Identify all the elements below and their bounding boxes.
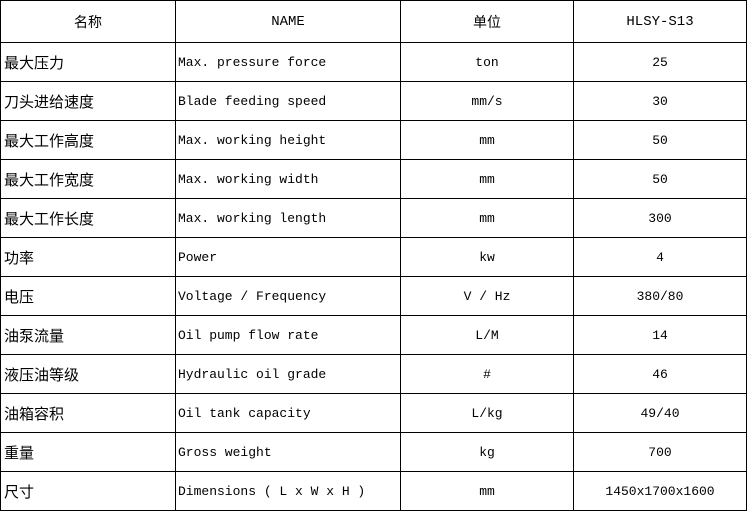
cell-unit: kg xyxy=(400,432,574,472)
cell-name-cn: 刀头进给速度 xyxy=(0,81,176,121)
header-model: HLSY-S13 xyxy=(573,0,747,43)
cell-name-en: Power xyxy=(175,237,401,277)
table-row: 尺寸 Dimensions ( L x W x H ) mm 1450x1700x16… xyxy=(0,471,747,511)
cell-name-cn: 功率 xyxy=(0,237,176,277)
cell-unit: L/kg xyxy=(400,393,574,433)
cell-name-en: Voltage / Frequency xyxy=(175,276,401,316)
cell-value: 300 xyxy=(573,198,747,238)
table-row: 最大压力 Max. pressure force ton 25 xyxy=(0,42,747,82)
cell-value: 50 xyxy=(573,120,747,160)
cell-name-en: Oil pump flow rate xyxy=(175,315,401,355)
table-row: 最大工作宽度 Max. working width mm 50 xyxy=(0,159,747,199)
cell-name-en: Max. working width xyxy=(175,159,401,199)
cell-value: 49/40 xyxy=(573,393,747,433)
table-row: 功率 Power kw 4 xyxy=(0,237,747,277)
cell-value: 30 xyxy=(573,81,747,121)
cell-unit: L/M xyxy=(400,315,574,355)
cell-name-cn: 油箱容积 xyxy=(0,393,176,433)
cell-value: 700 xyxy=(573,432,747,472)
table-row: 油箱容积 Oil tank capacity L/kg 49/40 xyxy=(0,393,747,433)
table-row: 最大工作长度 Max. working length mm 300 xyxy=(0,198,747,238)
header-unit: 单位 xyxy=(400,0,574,43)
cell-unit: mm/s xyxy=(400,81,574,121)
cell-name-en: Oil tank capacity xyxy=(175,393,401,433)
cell-unit: # xyxy=(400,354,574,394)
cell-unit: V / Hz xyxy=(400,276,574,316)
table-row: 最大工作高度 Max. working height mm 50 xyxy=(0,120,747,160)
cell-name-en: Hydraulic oil grade xyxy=(175,354,401,394)
cell-unit: kw xyxy=(400,237,574,277)
cell-value: 4 xyxy=(573,237,747,277)
cell-name-cn: 最大工作高度 xyxy=(0,120,176,160)
table-row: 刀头进给速度 Blade feeding speed mm/s 30 xyxy=(0,81,747,121)
table-row: 电压 Voltage / Frequency V / Hz 380/80 xyxy=(0,276,747,316)
table-row: 油泵流量 Oil pump flow rate L/M 14 xyxy=(0,315,747,355)
cell-value: 50 xyxy=(573,159,747,199)
cell-name-cn: 电压 xyxy=(0,276,176,316)
cell-name-en: Blade feeding speed xyxy=(175,81,401,121)
cell-name-cn: 最大工作长度 xyxy=(0,198,176,238)
cell-unit: mm xyxy=(400,159,574,199)
cell-name-cn: 尺寸 xyxy=(0,471,176,511)
cell-unit: mm xyxy=(400,198,574,238)
cell-name-en: Max. working height xyxy=(175,120,401,160)
header-name-en: NAME xyxy=(175,0,401,43)
cell-name-cn: 最大压力 xyxy=(0,42,176,82)
cell-name-en: Dimensions ( L x W x H ) xyxy=(175,471,401,511)
cell-name-cn: 油泵流量 xyxy=(0,315,176,355)
cell-name-cn: 重量 xyxy=(0,432,176,472)
cell-unit: ton xyxy=(400,42,574,82)
header-row: 名称 NAME 单位 HLSY-S13 xyxy=(0,0,747,43)
cell-value: 25 xyxy=(573,42,747,82)
cell-value: 46 xyxy=(573,354,747,394)
cell-name-cn: 最大工作宽度 xyxy=(0,159,176,199)
cell-name-en: Max. pressure force xyxy=(175,42,401,82)
cell-unit: mm xyxy=(400,471,574,511)
header-name-cn: 名称 xyxy=(0,0,176,43)
cell-value: 380/80 xyxy=(573,276,747,316)
cell-value: 1450x1700x1600 xyxy=(573,471,747,511)
cell-value: 14 xyxy=(573,315,747,355)
cell-unit: mm xyxy=(400,120,574,160)
table-row: 液压油等级 Hydraulic oil grade #46 xyxy=(0,354,747,394)
cell-name-en: Max. working length xyxy=(175,198,401,238)
cell-name-cn: 液压油等级 xyxy=(0,354,176,394)
cell-name-en: Gross weight xyxy=(175,432,401,472)
table-row: 重量 Gross weight kg 700 xyxy=(0,432,747,472)
